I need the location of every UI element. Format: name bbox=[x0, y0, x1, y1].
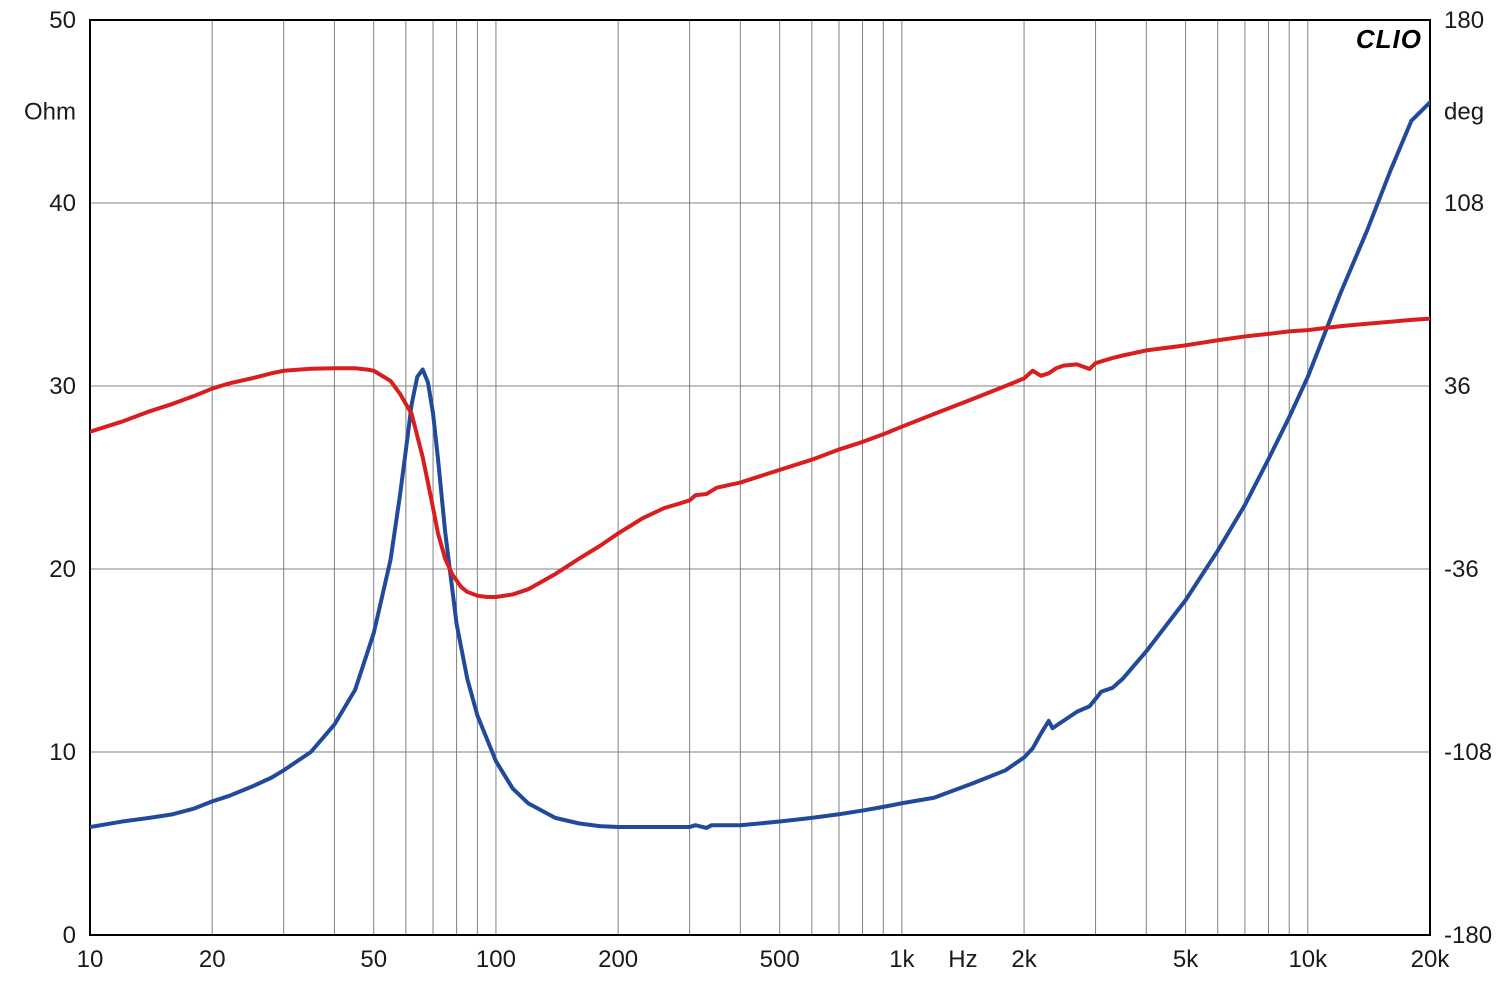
x-tick-label: 20k bbox=[1411, 946, 1451, 973]
watermark: CLIO bbox=[1356, 24, 1422, 54]
x-tick-label: 1k bbox=[889, 946, 915, 973]
y-right-tick-label: -180 bbox=[1444, 922, 1492, 949]
y-right-tick-label: -36 bbox=[1444, 556, 1479, 583]
x-tick-label: 10 bbox=[77, 946, 104, 973]
x-unit-label: Hz bbox=[948, 946, 977, 973]
y-right-tick-label: -108 bbox=[1444, 739, 1492, 766]
y-left-tick-label: 40 bbox=[49, 190, 76, 217]
y-left-unit-label: Ohm bbox=[24, 99, 76, 126]
x-tick-label: 5k bbox=[1173, 946, 1199, 973]
chart-svg: 1020501002005001k2k5k10k20kHz01020304050… bbox=[0, 0, 1500, 987]
x-tick-label: 500 bbox=[760, 946, 800, 973]
y-right-unit-label: deg bbox=[1444, 99, 1484, 126]
y-left-tick-label: 50 bbox=[49, 7, 76, 34]
x-tick-label: 200 bbox=[598, 946, 638, 973]
y-left-tick-label: 0 bbox=[63, 922, 76, 949]
impedance-chart: 1020501002005001k2k5k10k20kHz01020304050… bbox=[0, 0, 1500, 987]
y-left-tick-label: 10 bbox=[49, 739, 76, 766]
x-tick-label: 100 bbox=[476, 946, 516, 973]
x-tick-label: 10k bbox=[1288, 946, 1328, 973]
x-tick-label: 2k bbox=[1011, 946, 1037, 973]
y-left-tick-label: 20 bbox=[49, 556, 76, 583]
y-right-tick-label: 36 bbox=[1444, 373, 1471, 400]
x-tick-label: 50 bbox=[360, 946, 387, 973]
y-left-tick-label: 30 bbox=[49, 373, 76, 400]
y-right-tick-label: 108 bbox=[1444, 190, 1484, 217]
y-right-tick-label: 180 bbox=[1444, 7, 1484, 34]
x-tick-label: 20 bbox=[199, 946, 226, 973]
